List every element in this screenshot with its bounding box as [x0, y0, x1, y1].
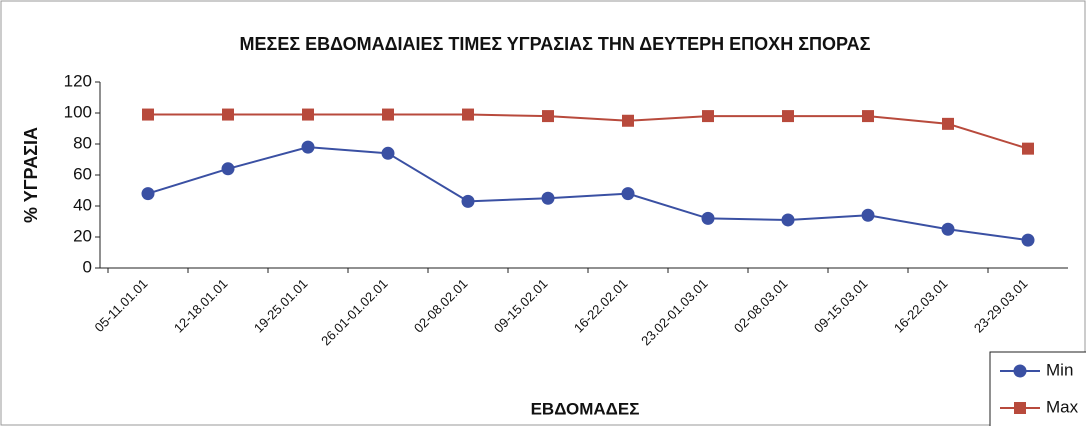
point	[861, 208, 875, 222]
series-line	[147, 146, 1029, 242]
y-tick-label: 120	[64, 71, 92, 90]
y-tick-label: 80	[73, 133, 92, 152]
legend-marker	[1014, 402, 1026, 414]
y-axis-label: % ΥΓΡΑΣΙΑ	[21, 127, 41, 223]
point	[462, 108, 474, 121]
legend-label: Min	[1046, 360, 1073, 379]
y-tick-label: 0	[83, 257, 92, 276]
point	[302, 108, 314, 121]
point	[862, 110, 874, 123]
y-tick-label: 60	[73, 164, 92, 183]
point	[702, 110, 714, 123]
point	[701, 211, 715, 225]
series-line	[148, 113, 1029, 150]
point	[621, 187, 635, 201]
point	[301, 140, 315, 154]
point	[222, 108, 234, 121]
point	[142, 108, 154, 121]
point	[461, 194, 475, 208]
point	[941, 222, 955, 236]
point	[141, 187, 155, 201]
point	[782, 110, 794, 123]
point	[382, 108, 394, 121]
point	[542, 110, 554, 123]
point	[541, 191, 555, 205]
x-axis-label: ΕΒΔΟΜΑΔΕΣ	[531, 399, 640, 418]
y-tick-label: 40	[73, 195, 92, 214]
point	[381, 146, 395, 160]
point	[1021, 233, 1035, 247]
legend-label: Max	[1046, 397, 1079, 416]
y-tick-label: 20	[73, 226, 92, 245]
chart-title: ΜΕΣΕΣ ΕΒΔΟΜΑΔΙΑΙΕΣ ΤΙΜΕΣ ΥΓΡΑΣΙΑΣ ΤΗΝ ΔΕ…	[240, 34, 871, 54]
point	[781, 213, 795, 227]
point	[942, 117, 954, 130]
point	[221, 162, 235, 176]
legend-marker	[1013, 364, 1027, 378]
point	[622, 114, 634, 127]
point	[1022, 142, 1034, 155]
y-tick-label: 100	[64, 102, 92, 121]
legend-box	[989, 351, 1086, 426]
